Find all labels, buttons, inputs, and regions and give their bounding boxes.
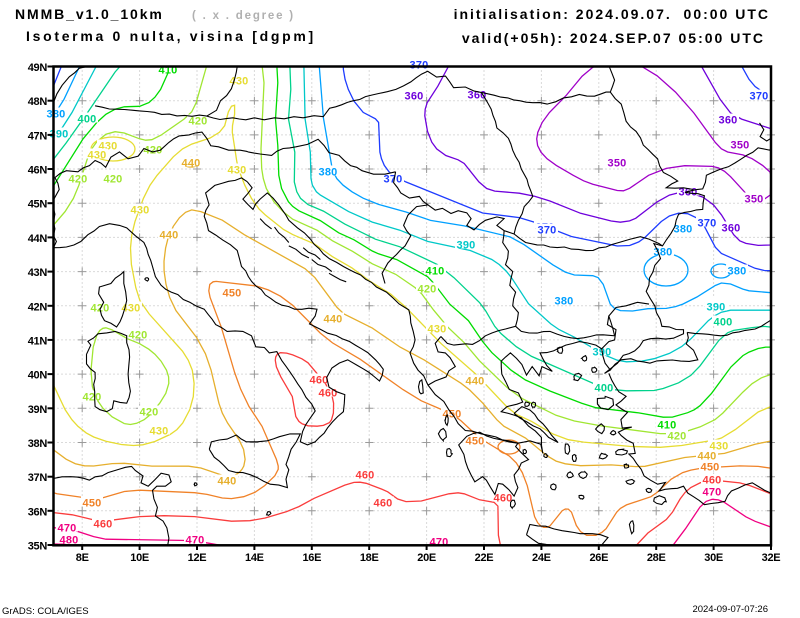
svg-text:49N: 49N (28, 62, 48, 74)
svg-text:41N: 41N (28, 335, 48, 347)
svg-text:430: 430 (228, 165, 247, 177)
svg-text:460: 460 (703, 475, 722, 487)
svg-text:420: 420 (418, 284, 437, 296)
svg-text:370: 370 (698, 218, 717, 230)
svg-text:valid(+05h): 2024.SEP.07 05:00: valid(+05h): 2024.SEP.07 05:00 UTC (462, 30, 765, 46)
svg-text:initialisation: 2024.09.07. 0: initialisation: 2024.09.07. 00:00 UTC (454, 6, 770, 22)
svg-text:12E: 12E (188, 552, 207, 564)
svg-text:450: 450 (701, 462, 720, 474)
svg-text:390: 390 (707, 302, 726, 314)
svg-text:370: 370 (750, 91, 769, 103)
svg-text:470: 470 (58, 523, 77, 535)
svg-text:410: 410 (426, 266, 445, 278)
svg-text:360: 360 (719, 115, 738, 127)
svg-text:360: 360 (405, 91, 424, 103)
svg-text:( . x . degree ): ( . x . degree ) (192, 10, 295, 22)
svg-text:470: 470 (703, 487, 722, 499)
svg-text:420: 420 (104, 174, 123, 186)
svg-text:430: 430 (428, 324, 447, 336)
svg-text:45N: 45N (28, 199, 48, 211)
svg-text:460: 460 (94, 519, 113, 531)
svg-text:380: 380 (555, 296, 574, 308)
svg-text:430: 430 (150, 426, 169, 438)
svg-text:2024-09-07-07:26: 2024-09-07-07:26 (692, 604, 768, 615)
svg-text:460: 460 (319, 388, 338, 400)
svg-text:450: 450 (223, 288, 242, 300)
svg-text:24E: 24E (532, 552, 551, 564)
svg-text:36N: 36N (28, 506, 48, 518)
svg-text:46N: 46N (28, 165, 48, 177)
svg-text:42N: 42N (28, 301, 48, 313)
svg-text:Isoterma 0 nulta, visina [dgpm: Isoterma 0 nulta, visina [dgpm] (26, 28, 316, 44)
svg-text:350: 350 (608, 158, 627, 170)
svg-text:420: 420 (129, 330, 148, 342)
svg-text:28E: 28E (647, 552, 666, 564)
svg-text:420: 420 (144, 145, 163, 157)
svg-text:22E: 22E (475, 552, 494, 564)
svg-text:43N: 43N (28, 267, 48, 279)
svg-text:460: 460 (356, 470, 375, 482)
svg-text:400: 400 (595, 383, 614, 395)
svg-text:26E: 26E (589, 552, 608, 564)
svg-text:380: 380 (728, 266, 747, 278)
svg-text:32E: 32E (762, 552, 781, 564)
svg-text:48N: 48N (28, 96, 48, 108)
svg-text:10E: 10E (130, 552, 149, 564)
svg-text:44N: 44N (28, 233, 48, 245)
svg-text:440: 440 (466, 376, 485, 388)
svg-text:14E: 14E (245, 552, 264, 564)
svg-text:18E: 18E (360, 552, 379, 564)
svg-text:470: 470 (430, 537, 449, 549)
svg-text:350: 350 (731, 140, 750, 152)
svg-text:460: 460 (494, 493, 513, 505)
svg-text:420: 420 (83, 392, 102, 404)
svg-text:430: 430 (131, 205, 150, 217)
svg-text:400: 400 (714, 317, 733, 329)
svg-text:440: 440 (324, 314, 343, 326)
svg-text:460: 460 (310, 375, 329, 387)
svg-text:440: 440 (218, 476, 237, 488)
svg-text:420: 420 (668, 431, 687, 443)
svg-text:380: 380 (674, 224, 693, 236)
svg-text:360: 360 (722, 223, 741, 235)
svg-text:420: 420 (140, 407, 159, 419)
svg-text:440: 440 (160, 230, 179, 242)
svg-text:380: 380 (47, 109, 66, 121)
svg-text:30E: 30E (704, 552, 723, 564)
svg-text:390: 390 (457, 240, 476, 252)
svg-text:400: 400 (78, 114, 97, 126)
svg-text:20E: 20E (417, 552, 436, 564)
svg-text:420: 420 (189, 116, 208, 128)
svg-text:450: 450 (466, 436, 485, 448)
svg-text:410: 410 (658, 420, 677, 432)
svg-text:GrADS: COLA/IGES: GrADS: COLA/IGES (2, 606, 89, 617)
svg-text:370: 370 (384, 174, 403, 186)
svg-text:450: 450 (83, 498, 102, 510)
svg-text:35N: 35N (28, 541, 48, 553)
svg-text:370: 370 (538, 225, 557, 237)
svg-text:16E: 16E (302, 552, 321, 564)
svg-text:380: 380 (319, 167, 338, 179)
svg-text:470: 470 (186, 535, 205, 547)
svg-text:440: 440 (698, 451, 717, 463)
svg-text:39N: 39N (28, 404, 48, 416)
svg-text:460: 460 (374, 498, 393, 510)
svg-text:NMMB_v1.0_10km: NMMB_v1.0_10km (15, 6, 164, 22)
svg-text:37N: 37N (28, 472, 48, 484)
svg-text:420: 420 (69, 174, 88, 186)
svg-text:380: 380 (654, 247, 673, 259)
svg-text:40N: 40N (28, 370, 48, 382)
svg-text:38N: 38N (28, 438, 48, 450)
svg-text:440: 440 (182, 158, 201, 170)
svg-text:430: 430 (122, 303, 141, 315)
svg-text:480: 480 (60, 535, 79, 547)
svg-text:350: 350 (745, 194, 764, 206)
svg-text:47N: 47N (28, 130, 48, 142)
svg-text:8E: 8E (76, 552, 89, 564)
svg-text:430: 430 (88, 150, 107, 162)
